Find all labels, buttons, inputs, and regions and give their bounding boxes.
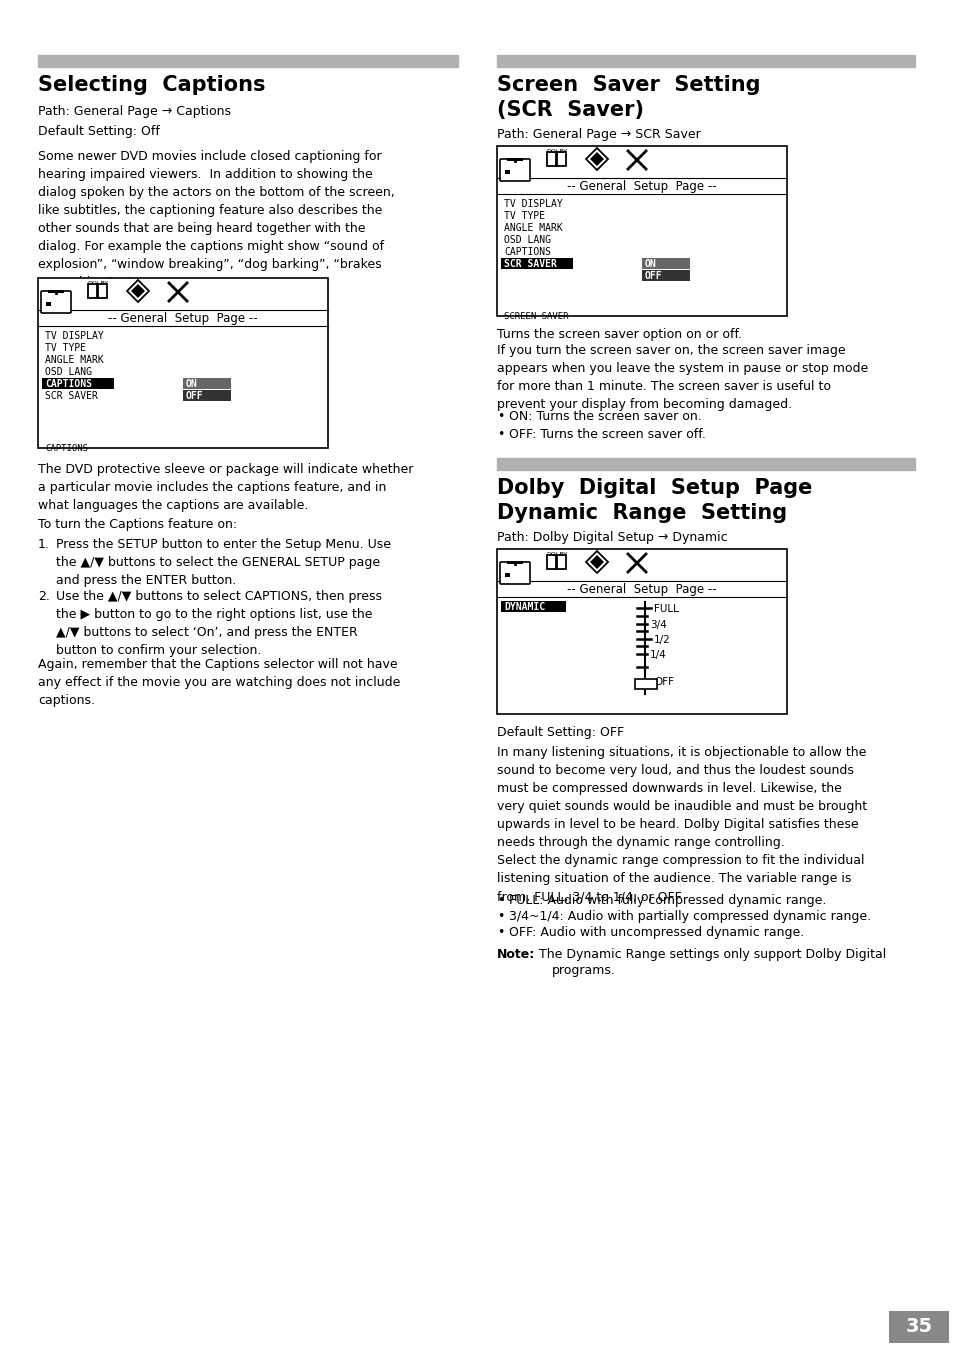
Bar — [42, 378, 113, 389]
Text: OSD LANG: OSD LANG — [503, 235, 551, 245]
Text: -- General  Setup  Page --: -- General Setup Page -- — [567, 180, 716, 193]
Text: If you turn the screen saver on, the screen saver image
appears when you leave t: If you turn the screen saver on, the scr… — [497, 345, 867, 411]
Text: OSD LANG: OSD LANG — [45, 367, 91, 377]
Text: CAPTIONS: CAPTIONS — [503, 247, 551, 257]
Text: OFF: OFF — [186, 390, 203, 401]
Bar — [38, 278, 328, 449]
Bar — [497, 458, 914, 470]
Bar — [504, 170, 510, 174]
Text: CAPTIONS: CAPTIONS — [45, 444, 88, 453]
Bar — [38, 55, 457, 68]
Bar — [557, 555, 565, 569]
Text: DYNAMIC: DYNAMIC — [503, 603, 544, 612]
Text: DOLBY: DOLBY — [88, 281, 109, 286]
Text: ANGLE MARK: ANGLE MARK — [503, 223, 562, 232]
FancyBboxPatch shape — [499, 562, 530, 584]
Text: •: • — [497, 911, 504, 923]
Bar — [546, 153, 556, 166]
Text: Dolby  Digital  Setup  Page: Dolby Digital Setup Page — [497, 478, 812, 499]
Text: OFF: Turns the screen saver off.: OFF: Turns the screen saver off. — [509, 428, 705, 440]
Text: 1.: 1. — [38, 538, 50, 551]
Text: 1/4: 1/4 — [649, 650, 666, 661]
Text: SCREEN SAVER: SCREEN SAVER — [503, 312, 568, 322]
Text: ON: Turns the screen saver on.: ON: Turns the screen saver on. — [509, 409, 701, 423]
Bar — [88, 284, 97, 299]
Text: Path: Dolby Digital Setup → Dynamic: Path: Dolby Digital Setup → Dynamic — [497, 531, 727, 544]
Text: FULL: FULL — [654, 604, 679, 613]
Text: Path: General Page → Captions: Path: General Page → Captions — [38, 105, 231, 118]
Bar — [500, 601, 565, 612]
Text: SCR SAVER: SCR SAVER — [45, 390, 98, 401]
Bar — [641, 270, 689, 281]
Bar — [98, 284, 107, 299]
Text: Dynamic  Range  Setting: Dynamic Range Setting — [497, 503, 786, 523]
Bar — [48, 290, 64, 293]
Bar — [183, 378, 231, 389]
Bar — [504, 573, 510, 577]
FancyBboxPatch shape — [41, 290, 71, 313]
Text: Turns the screen saver option on or off.: Turns the screen saver option on or off. — [497, 328, 741, 340]
Text: In many listening situations, it is objectionable to allow the
sound to become v: In many listening situations, it is obje… — [497, 746, 866, 902]
Text: DOLBY: DOLBY — [546, 149, 567, 154]
Text: Selecting  Captions: Selecting Captions — [38, 76, 265, 95]
Text: Some newer DVD movies include closed captioning for
hearing impaired viewers.  I: Some newer DVD movies include closed cap… — [38, 150, 395, 289]
Text: Path: General Page → SCR Saver: Path: General Page → SCR Saver — [497, 128, 700, 141]
Text: Default Setting: Off: Default Setting: Off — [38, 126, 160, 138]
Bar — [497, 55, 914, 68]
Text: Default Setting: OFF: Default Setting: OFF — [497, 725, 623, 739]
Text: To turn the Captions feature on:: To turn the Captions feature on: — [38, 517, 237, 531]
Text: ON: ON — [644, 259, 656, 269]
Text: Screen  Saver  Setting: Screen Saver Setting — [497, 76, 760, 95]
Bar — [497, 146, 786, 316]
Text: 3/4: 3/4 — [649, 620, 666, 630]
Text: ANGLE MARK: ANGLE MARK — [45, 355, 104, 365]
Text: 1/2: 1/2 — [654, 635, 670, 644]
Bar — [546, 555, 556, 569]
Bar — [46, 303, 51, 305]
Polygon shape — [131, 284, 145, 299]
Text: OFF: OFF — [644, 272, 662, 281]
Polygon shape — [589, 153, 603, 166]
Text: OFF: Audio with uncompressed dynamic range.: OFF: Audio with uncompressed dynamic ran… — [509, 925, 803, 939]
Bar — [497, 549, 786, 713]
Text: -- General  Setup  Page --: -- General Setup Page -- — [108, 312, 257, 326]
Text: The Dynamic Range settings only support Dolby Digital: The Dynamic Range settings only support … — [535, 948, 885, 961]
Text: -- General  Setup  Page --: -- General Setup Page -- — [567, 584, 716, 596]
Text: TV DISPLAY: TV DISPLAY — [503, 199, 562, 209]
Polygon shape — [589, 555, 603, 569]
Text: Use the ▲/▼ buttons to select CAPTIONS, then press
the ▶ button to go to the rig: Use the ▲/▼ buttons to select CAPTIONS, … — [56, 590, 381, 657]
Bar — [500, 258, 573, 269]
Bar — [635, 680, 657, 689]
Text: programs.: programs. — [552, 965, 616, 977]
Text: •: • — [497, 925, 504, 939]
Text: TV DISPLAY: TV DISPLAY — [45, 331, 104, 340]
Text: 3/4~1/4: Audio with partially compressed dynamic range.: 3/4~1/4: Audio with partially compressed… — [509, 911, 870, 923]
Text: SCR SAVER: SCR SAVER — [503, 259, 557, 269]
Bar — [183, 390, 231, 401]
Bar — [888, 1310, 948, 1343]
Text: (SCR  Saver): (SCR Saver) — [497, 100, 643, 120]
Text: 2.: 2. — [38, 590, 50, 603]
Text: DOLBY: DOLBY — [546, 553, 567, 557]
Text: FULL: Audio with fully compressed dynamic range.: FULL: Audio with fully compressed dynami… — [509, 894, 825, 907]
Bar — [641, 258, 689, 269]
Text: TV TYPE: TV TYPE — [45, 343, 86, 353]
Text: ON: ON — [186, 380, 197, 389]
Bar — [506, 561, 522, 563]
Text: •: • — [497, 894, 504, 907]
Text: •: • — [497, 428, 504, 440]
Bar — [557, 153, 565, 166]
Text: TV TYPE: TV TYPE — [503, 211, 544, 222]
FancyBboxPatch shape — [499, 159, 530, 181]
Text: OFF: OFF — [654, 677, 673, 688]
Text: 35: 35 — [904, 1317, 932, 1336]
Text: The DVD protective sleeve or package will indicate whether
a particular movie in: The DVD protective sleeve or package wil… — [38, 463, 413, 512]
Text: Press the SETUP button to enter the Setup Menu. Use
the ▲/▼ buttons to select th: Press the SETUP button to enter the Setu… — [56, 538, 391, 586]
Bar — [506, 158, 522, 161]
Text: CAPTIONS: CAPTIONS — [45, 380, 91, 389]
Text: Note:: Note: — [497, 948, 535, 961]
Text: •: • — [497, 409, 504, 423]
Text: Again, remember that the Captions selector will not have
any effect if the movie: Again, remember that the Captions select… — [38, 658, 400, 707]
